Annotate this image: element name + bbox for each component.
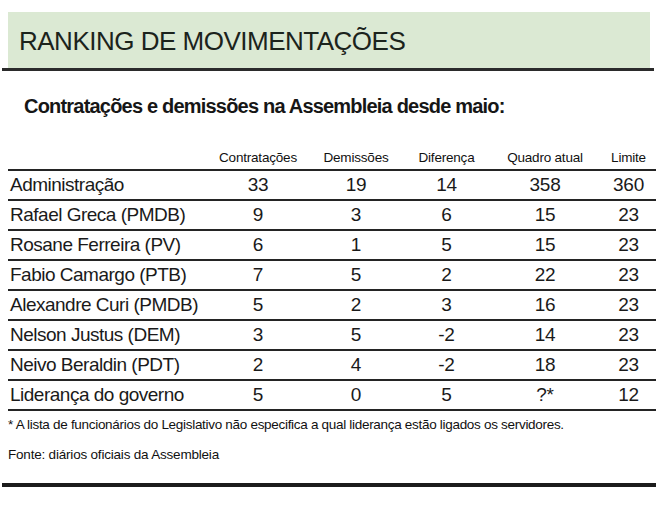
table-row: Rafael Greca (PMDB) 9 3 6 15 23 [8, 200, 656, 230]
cell-limite: 23 [601, 290, 656, 320]
table-row: Administração 33 19 14 358 360 [8, 170, 656, 200]
cell-contratacoes: 5 [208, 380, 308, 410]
table-header-row: Contratações Demissões Diferença Quadro … [8, 146, 656, 170]
col-header-contratacoes: Contratações [208, 146, 308, 170]
title-banner: RANKING DE MOVIMENTAÇÕES [8, 12, 650, 68]
cell-contratacoes: 33 [208, 170, 308, 200]
table-row: Fabio Camargo (PTB) 7 5 2 22 23 [8, 260, 656, 290]
cell-contratacoes: 3 [208, 320, 308, 350]
cell-limite: 23 [601, 350, 656, 380]
cell-diferenca: 5 [404, 230, 489, 260]
row-label: Liderança do governo [8, 380, 208, 410]
cell-diferenca: 6 [404, 200, 489, 230]
row-label: Administração [8, 170, 208, 200]
row-label: Fabio Camargo (PTB) [8, 260, 208, 290]
cell-contratacoes: 7 [208, 260, 308, 290]
cell-diferenca: 5 [404, 380, 489, 410]
cell-limite: 23 [601, 200, 656, 230]
cell-demissoes: 5 [308, 320, 404, 350]
col-header-empty [8, 146, 208, 170]
cell-limite: 12 [601, 380, 656, 410]
cell-quadro-atual: 15 [489, 200, 601, 230]
footnote: * A lista de funcionários do Legislativo… [8, 417, 564, 432]
table-row: Rosane Ferreira (PV) 6 1 5 15 23 [8, 230, 656, 260]
cell-limite: 23 [601, 230, 656, 260]
table-row: Nelson Justus (DEM) 3 5 -2 14 23 [8, 320, 656, 350]
cell-quadro-atual: 14 [489, 320, 601, 350]
ranking-table: Contratações Demissões Diferença Quadro … [8, 146, 656, 411]
col-header-diferenca: Diferença [404, 146, 489, 170]
cell-quadro-atual: 15 [489, 230, 601, 260]
cell-demissoes: 3 [308, 200, 404, 230]
cell-limite: 23 [601, 260, 656, 290]
cell-diferenca: 2 [404, 260, 489, 290]
row-label: Rafael Greca (PMDB) [8, 200, 208, 230]
cell-quadro-atual: 22 [489, 260, 601, 290]
cell-demissoes: 4 [308, 350, 404, 380]
cell-diferenca: 3 [404, 290, 489, 320]
cell-demissoes: 1 [308, 230, 404, 260]
row-label: Rosane Ferreira (PV) [8, 230, 208, 260]
cell-contratacoes: 6 [208, 230, 308, 260]
row-label: Alexandre Curi (PMDB) [8, 290, 208, 320]
cell-diferenca: 14 [404, 170, 489, 200]
cell-limite: 23 [601, 320, 656, 350]
row-label: Neivo Beraldin (PDT) [8, 350, 208, 380]
col-header-demissoes: Demissões [308, 146, 404, 170]
chart-subtitle: Contratações e demissões na Assembleia d… [24, 95, 505, 118]
bottom-divider [2, 483, 656, 487]
cell-demissoes: 2 [308, 290, 404, 320]
cell-quadro-atual: ?* [489, 380, 601, 410]
cell-contratacoes: 2 [208, 350, 308, 380]
cell-demissoes: 5 [308, 260, 404, 290]
table-row: Neivo Beraldin (PDT) 2 4 -2 18 23 [8, 350, 656, 380]
source-credit: Fonte: diários oficiais da Assembleia [8, 447, 219, 462]
cell-contratacoes: 5 [208, 290, 308, 320]
row-label: Nelson Justus (DEM) [8, 320, 208, 350]
cell-demissoes: 19 [308, 170, 404, 200]
infographic-ranking-movimentacoes: RANKING DE MOVIMENTAÇÕES Contratações e … [0, 0, 660, 508]
top-divider [2, 68, 654, 71]
table-row: Alexandre Curi (PMDB) 5 2 3 16 23 [8, 290, 656, 320]
cell-diferenca: -2 [404, 320, 489, 350]
page-title: RANKING DE MOVIMENTAÇÕES [19, 12, 405, 70]
cell-quadro-atual: 358 [489, 170, 601, 200]
col-header-limite: Limite [601, 146, 656, 170]
cell-limite: 360 [601, 170, 656, 200]
col-header-quadro-atual: Quadro atual [489, 146, 601, 170]
table-row: Liderança do governo 5 0 5 ?* 12 [8, 380, 656, 410]
cell-quadro-atual: 18 [489, 350, 601, 380]
cell-quadro-atual: 16 [489, 290, 601, 320]
cell-diferenca: -2 [404, 350, 489, 380]
cell-contratacoes: 9 [208, 200, 308, 230]
cell-demissoes: 0 [308, 380, 404, 410]
